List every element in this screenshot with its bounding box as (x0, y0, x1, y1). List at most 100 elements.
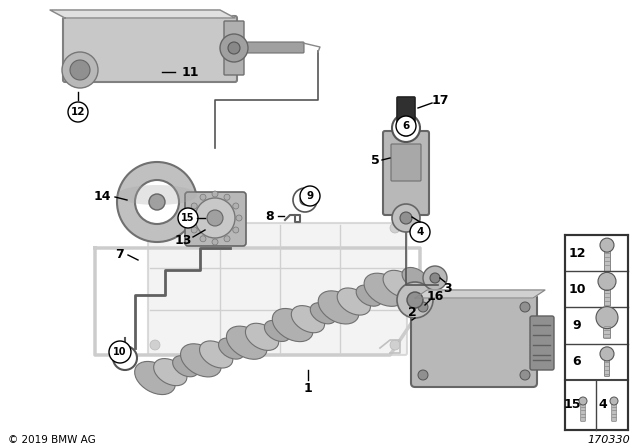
Text: 11: 11 (181, 65, 199, 78)
Ellipse shape (318, 291, 359, 324)
FancyBboxPatch shape (605, 353, 609, 376)
Text: 170330: 170330 (588, 435, 630, 445)
Ellipse shape (218, 338, 244, 359)
Ellipse shape (245, 323, 278, 350)
Circle shape (596, 306, 618, 329)
Circle shape (212, 191, 218, 197)
Circle shape (410, 222, 430, 242)
Text: 4: 4 (416, 227, 424, 237)
FancyBboxPatch shape (604, 317, 611, 338)
Circle shape (520, 370, 530, 380)
FancyBboxPatch shape (605, 245, 611, 271)
Circle shape (150, 223, 160, 233)
Circle shape (396, 116, 416, 136)
Text: 6: 6 (403, 121, 410, 131)
Circle shape (233, 203, 239, 209)
Circle shape (200, 194, 206, 200)
Text: 16: 16 (426, 290, 444, 303)
Circle shape (520, 302, 530, 312)
Circle shape (398, 120, 414, 136)
Circle shape (430, 273, 440, 283)
FancyBboxPatch shape (530, 316, 554, 370)
FancyBboxPatch shape (63, 16, 237, 82)
FancyBboxPatch shape (391, 144, 421, 181)
Circle shape (579, 397, 587, 405)
Circle shape (200, 236, 206, 242)
Circle shape (150, 340, 160, 350)
Ellipse shape (337, 288, 371, 315)
Text: 17: 17 (431, 94, 449, 107)
Ellipse shape (402, 267, 428, 289)
Ellipse shape (134, 362, 175, 395)
Circle shape (300, 195, 310, 205)
FancyBboxPatch shape (397, 97, 415, 123)
Circle shape (418, 370, 428, 380)
Text: 15: 15 (563, 399, 580, 412)
Circle shape (70, 60, 90, 80)
Text: 13: 13 (174, 233, 192, 246)
Text: 14: 14 (93, 190, 111, 203)
Ellipse shape (117, 185, 197, 205)
Ellipse shape (291, 306, 324, 333)
Text: 5: 5 (371, 154, 380, 167)
FancyBboxPatch shape (224, 21, 244, 75)
Circle shape (149, 194, 165, 210)
Text: 9: 9 (307, 191, 314, 201)
Ellipse shape (272, 309, 313, 342)
Ellipse shape (383, 270, 417, 297)
Circle shape (293, 188, 317, 212)
FancyBboxPatch shape (411, 294, 537, 387)
Circle shape (300, 186, 320, 206)
Circle shape (233, 227, 239, 233)
Ellipse shape (364, 273, 404, 306)
Polygon shape (415, 290, 545, 298)
Circle shape (207, 210, 223, 226)
Ellipse shape (356, 285, 382, 306)
Ellipse shape (264, 320, 291, 341)
Circle shape (236, 215, 242, 221)
Circle shape (397, 282, 433, 318)
Circle shape (407, 292, 423, 308)
Ellipse shape (173, 356, 198, 377)
Polygon shape (50, 10, 235, 18)
Circle shape (610, 397, 618, 405)
Circle shape (228, 42, 240, 54)
Ellipse shape (200, 341, 233, 368)
Text: 4: 4 (598, 399, 607, 412)
FancyBboxPatch shape (605, 281, 611, 306)
Text: 10: 10 (568, 283, 586, 296)
Circle shape (224, 194, 230, 200)
Circle shape (224, 236, 230, 242)
Text: 7: 7 (116, 249, 124, 262)
Circle shape (600, 238, 614, 252)
Ellipse shape (227, 326, 267, 359)
Circle shape (109, 341, 131, 363)
Ellipse shape (310, 303, 336, 324)
Text: 12: 12 (71, 107, 85, 117)
Circle shape (390, 223, 400, 233)
Circle shape (600, 347, 614, 361)
Circle shape (178, 208, 198, 228)
Circle shape (113, 346, 137, 370)
Text: 9: 9 (573, 319, 581, 332)
Circle shape (195, 198, 235, 238)
Circle shape (423, 266, 447, 290)
Circle shape (220, 34, 248, 62)
FancyBboxPatch shape (185, 192, 246, 246)
Circle shape (135, 180, 179, 224)
FancyBboxPatch shape (148, 223, 407, 355)
Circle shape (390, 340, 400, 350)
Circle shape (191, 203, 197, 209)
Text: © 2019 BMW AG: © 2019 BMW AG (8, 435, 96, 445)
Circle shape (191, 227, 197, 233)
Circle shape (400, 212, 412, 224)
Circle shape (188, 215, 194, 221)
FancyBboxPatch shape (565, 235, 628, 430)
Text: 3: 3 (444, 281, 452, 294)
Circle shape (392, 114, 420, 142)
Circle shape (68, 102, 88, 122)
Text: 2: 2 (408, 306, 417, 319)
FancyBboxPatch shape (383, 131, 429, 215)
Circle shape (117, 162, 197, 242)
Text: 8: 8 (266, 210, 275, 223)
